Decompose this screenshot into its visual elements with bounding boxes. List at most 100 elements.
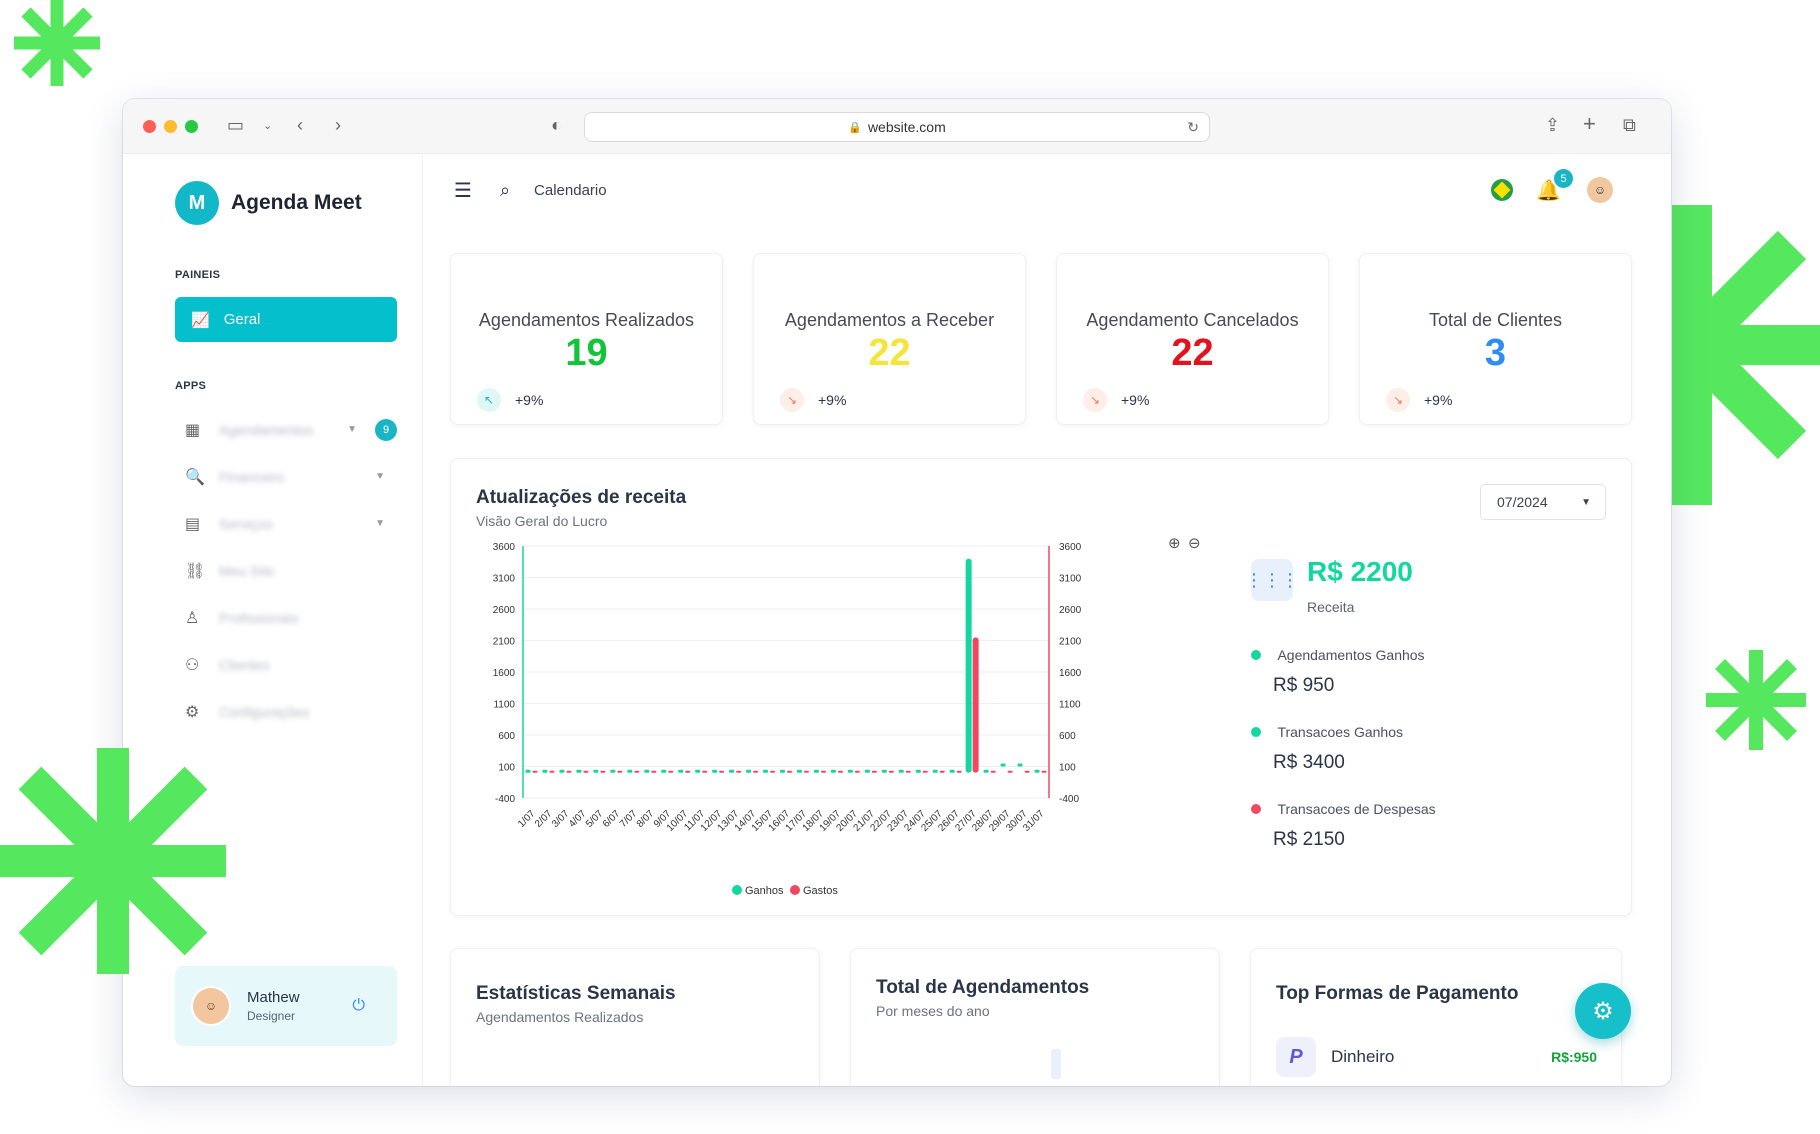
bar-ganhos <box>644 769 650 773</box>
minimize-window-button[interactable] <box>164 119 177 133</box>
stat-title: Agendamentos Realizados <box>478 310 695 330</box>
users-icon: ⚇ <box>185 656 200 674</box>
y-tick-label-right: 1100 <box>1059 700 1081 711</box>
sidebar-item-label: Serviços <box>219 515 273 532</box>
back-icon[interactable]: ‹ <box>297 115 303 135</box>
menu-icon[interactable]: ☰ <box>454 179 472 202</box>
reload-icon[interactable]: ↻ <box>1187 118 1199 135</box>
bar-gastos <box>820 770 826 773</box>
calendario-link[interactable]: Calendario <box>534 181 607 199</box>
y-tick-label-left: 600 <box>498 731 515 742</box>
breakdown-value: R$ 950 <box>1273 675 1335 696</box>
stat-value: 3 <box>1484 332 1507 374</box>
bar-ganhos <box>780 769 785 773</box>
bar-ganhos <box>525 769 531 773</box>
bell-icon[interactable]: 🔔 <box>1536 179 1561 202</box>
user-name: Mathew <box>247 989 300 1006</box>
sidebar-item-clientes[interactable]: ⚇ Clientes <box>175 641 397 688</box>
bar-gastos <box>668 770 674 773</box>
deco-asterisk-right-large <box>1672 205 1820 505</box>
search-icon[interactable]: ⌕ <box>499 179 511 200</box>
bar-ganhos <box>1017 763 1023 767</box>
bar-ganhos <box>763 769 769 773</box>
zoom-out-icon[interactable]: ⊖ <box>1188 535 1201 552</box>
bar-ganhos <box>932 769 938 773</box>
bar-gastos <box>922 770 928 773</box>
chevron-down-icon: ▼ <box>375 518 385 529</box>
section-apps: APPS <box>175 380 207 392</box>
sidebar-item-agendamentos[interactable]: ▦ Agendamentos ▼ 9 <box>175 406 397 453</box>
x-tick-label: 5/07 <box>584 808 606 830</box>
breakdown-value: R$ 3400 <box>1273 752 1345 773</box>
profile-avatar[interactable]: ☺ <box>1587 177 1613 203</box>
payment-method-name: Dinheiro <box>1331 1047 1395 1066</box>
avatar: ☺ <box>191 986 231 1026</box>
logout-icon[interactable]: ⏻ <box>352 997 365 1014</box>
sidebar-item-financeiro[interactable]: 🔍 Financeiro ▼ <box>175 453 397 500</box>
period-select[interactable]: 07/2024 ▼ <box>1480 484 1606 520</box>
bar-ganhos <box>610 769 616 773</box>
y-tick-label-right: 2600 <box>1059 605 1082 616</box>
bar-gastos <box>1041 770 1047 773</box>
new-tab-icon[interactable]: + <box>1583 111 1596 136</box>
stat-change: +9% <box>1121 392 1150 408</box>
brazil-flag-icon[interactable] <box>1491 179 1513 201</box>
sidebar-item-label: Financeiro <box>219 468 285 485</box>
trend-down-icon: ↘ <box>780 388 804 412</box>
total-appointments-subtitle: Por meses do ano <box>876 1003 990 1019</box>
bar-ganhos <box>559 769 565 773</box>
brand[interactable]: M Agenda Meet <box>175 181 422 225</box>
revenue-breakdown-item: Transacoes de Despesas R$ 2150 <box>1251 801 1436 851</box>
maximize-window-button[interactable] <box>185 119 198 133</box>
forward-icon[interactable]: › <box>335 115 341 135</box>
chart-icon: 📈 <box>191 311 210 329</box>
bar-gastos <box>871 770 877 773</box>
bar-ganhos <box>847 769 853 773</box>
bar-gastos <box>1024 770 1030 773</box>
stat-value: 19 <box>565 332 608 374</box>
user-icon: ♙ <box>185 609 200 627</box>
sidebar-item-geral[interactable]: 📈 Geral <box>175 297 397 342</box>
sidebar-item-meu-site[interactable]: ⛓ Meu Site <box>175 547 397 594</box>
share-icon[interactable]: ⇪ <box>1545 115 1561 135</box>
shield-icon[interactable]: ◐ <box>551 115 562 135</box>
bar-gastos <box>702 770 708 773</box>
chevron-down-icon[interactable]: ⌄ <box>263 120 273 132</box>
briefcase-icon: ▤ <box>185 515 201 533</box>
breakdown-label: Transacoes de Despesas <box>1277 801 1436 817</box>
total-appointments-card: Total de Agendamentos Por meses do ano <box>850 948 1220 1086</box>
sidebar-toggle-icon[interactable]: ▭ <box>227 115 245 135</box>
sidebar-item-configuracoes[interactable]: ⚙ Configurações <box>175 688 397 735</box>
y-tick-label-right: 1600 <box>1059 668 1082 679</box>
bar-ganhos <box>796 769 802 773</box>
x-tick-label: 3/07 <box>550 808 572 830</box>
browser-toolbar: ▭ ⌄ ‹ › ◐ 🔒 website.com ↻ ⇪ + ⧉ <box>123 99 1671 154</box>
close-window-button[interactable] <box>143 119 156 133</box>
tabs-overview-icon[interactable]: ⧉ <box>1623 115 1636 135</box>
bar-gastos <box>905 770 911 773</box>
legend-dot-gastos <box>790 885 800 895</box>
sidebar: M Agenda Meet PAINEIS 📈 Geral APPS ▦ Age… <box>123 155 423 1086</box>
sidebar-item-servicos[interactable]: ▤ Serviços ▼ <box>175 500 397 547</box>
payment-method-amount: R$:950 <box>1551 1049 1597 1065</box>
settings-fab[interactable]: ⚙ <box>1575 983 1631 1039</box>
revenue-total-label: Receita <box>1307 599 1355 615</box>
brand-logo: M <box>175 181 219 225</box>
browser-window: ▭ ⌄ ‹ › ◐ 🔒 website.com ↻ ⇪ + ⧉ M Agenda… <box>123 99 1671 1086</box>
user-card[interactable]: ☺ Mathew Designer ⏻ <box>175 966 397 1046</box>
trend-down-icon: ↘ <box>1083 388 1107 412</box>
y-tick-label-left: -400 <box>495 794 515 805</box>
bar-gastos <box>1007 770 1013 773</box>
breakdown-label: Agendamentos Ganhos <box>1277 647 1425 663</box>
link-icon: ⛓ <box>185 562 206 580</box>
bar-gastos <box>787 770 792 773</box>
legend-label-gastos: Gastos <box>803 885 838 897</box>
trend-up-icon: ↖ <box>477 388 501 412</box>
stat-card-cancelados: Agendamento Cancelados 22 ↘ +9% <box>1056 253 1329 425</box>
address-bar[interactable]: 🔒 website.com ↻ <box>584 112 1210 142</box>
sidebar-item-profissionais[interactable]: ♙ Profissionais <box>175 594 397 641</box>
revenue-card: Atualizações de receita Visão Geral do L… <box>450 458 1632 916</box>
zoom-in-icon[interactable]: ⊕ <box>1168 535 1181 552</box>
sidebar-item-label: Clientes <box>219 656 270 673</box>
bar-ganhos <box>712 769 718 773</box>
